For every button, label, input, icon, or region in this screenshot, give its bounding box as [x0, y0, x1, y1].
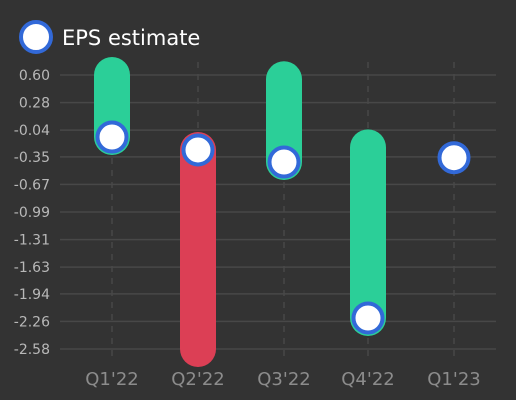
y-tick-label: -0.04 — [14, 123, 50, 139]
eps-estimate-point — [181, 133, 215, 167]
y-tick-label: -1.31 — [14, 233, 50, 249]
y-tick-label: -1.94 — [14, 287, 50, 303]
y-tick-label: -1.63 — [14, 260, 50, 276]
x-tick-label: Q1'22 — [85, 369, 138, 390]
y-tick-label: -2.58 — [14, 342, 50, 358]
y-tick-label: -0.99 — [14, 205, 50, 221]
eps-estimate-point — [351, 301, 385, 335]
eps-estimate-point — [267, 145, 301, 179]
eps-estimate-point — [437, 141, 471, 175]
x-tick-label: Q1'23 — [427, 369, 480, 390]
x-axis-ticks: Q1'22 Q2'22 Q3'22 Q4'22 Q1'23 — [85, 369, 480, 390]
y-axis-ticks: 0.60 0.28 -0.04 -0.35 -0.67 -0.99 -1.31 -1.63 -1… — [14, 68, 50, 358]
x-tick-label: Q2'22 — [171, 369, 224, 390]
x-tick-label: Q3'22 — [257, 369, 310, 390]
y-tick-label: -2.26 — [14, 314, 50, 330]
legend[interactable]: EPS estimate — [19, 20, 200, 54]
y-tick-label: -0.67 — [14, 177, 50, 193]
legend-marker-icon — [19, 20, 53, 54]
estimate-markers — [95, 120, 471, 335]
bars — [94, 57, 386, 367]
y-tick-label: 0.28 — [19, 96, 50, 112]
eps-estimate-point — [95, 120, 129, 154]
y-tick-label: -0.35 — [14, 150, 50, 166]
legend-label: EPS estimate — [62, 26, 200, 50]
x-tick-label: Q4'22 — [341, 369, 394, 390]
y-tick-label: 0.60 — [19, 68, 50, 84]
